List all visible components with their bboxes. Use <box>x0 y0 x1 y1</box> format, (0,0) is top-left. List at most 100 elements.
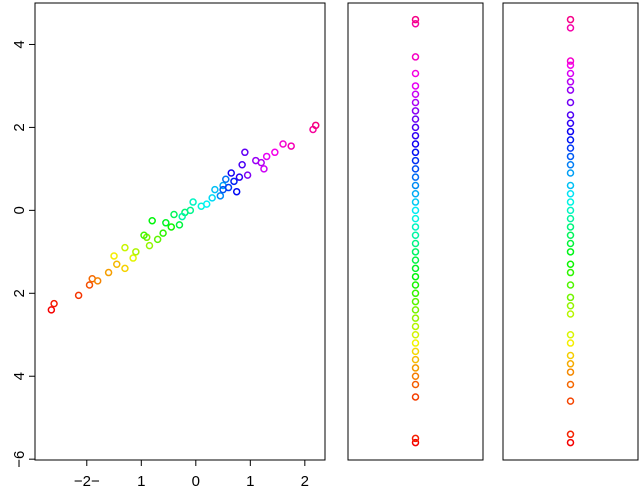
point <box>216 192 225 200</box>
point <box>411 347 420 356</box>
point <box>411 289 420 298</box>
point <box>47 306 56 314</box>
point <box>175 221 184 229</box>
point <box>566 351 575 360</box>
point <box>566 198 575 206</box>
point <box>148 216 156 225</box>
point <box>50 299 58 308</box>
point <box>566 98 575 107</box>
point <box>140 231 148 239</box>
panel-frame <box>34 2 326 461</box>
point <box>411 98 420 107</box>
point <box>566 15 575 24</box>
point <box>238 160 246 169</box>
point <box>167 223 176 231</box>
point <box>566 339 575 347</box>
point <box>566 239 575 248</box>
point <box>566 190 575 198</box>
point <box>186 206 195 215</box>
point <box>566 281 575 289</box>
point <box>566 119 575 128</box>
point <box>208 194 216 202</box>
point <box>411 297 420 306</box>
point <box>566 438 575 447</box>
point <box>566 152 575 161</box>
point <box>241 148 249 157</box>
point <box>566 360 575 368</box>
point <box>566 231 575 239</box>
y-tick-label: 0 <box>11 206 28 214</box>
point <box>411 198 420 206</box>
point <box>170 210 178 219</box>
point <box>411 206 420 215</box>
point <box>132 248 140 256</box>
point <box>411 223 420 231</box>
point <box>566 260 575 269</box>
y-tick-label: 2 <box>11 289 28 297</box>
point <box>411 331 420 339</box>
point <box>189 198 197 206</box>
point <box>93 277 102 285</box>
point <box>411 306 420 314</box>
point <box>121 243 129 252</box>
point <box>411 231 420 239</box>
point <box>153 235 162 244</box>
point <box>121 264 129 273</box>
point <box>411 90 420 98</box>
point <box>566 69 575 78</box>
point <box>566 248 575 256</box>
point <box>411 264 420 273</box>
point <box>224 183 233 192</box>
point <box>85 281 94 289</box>
point <box>411 364 420 372</box>
point <box>411 148 420 157</box>
point <box>411 53 420 61</box>
point <box>159 229 167 237</box>
point <box>566 368 575 376</box>
point <box>566 301 575 310</box>
point <box>411 248 420 256</box>
point <box>178 212 186 221</box>
panel-frame <box>347 2 484 461</box>
point <box>232 187 241 196</box>
point <box>411 372 420 380</box>
point <box>411 19 420 28</box>
point <box>566 181 575 190</box>
point <box>411 69 420 78</box>
point <box>311 121 320 130</box>
point <box>411 272 420 281</box>
x-tick-label: 2 <box>301 473 309 490</box>
point <box>411 314 420 322</box>
y-tick-label: 4 <box>11 40 28 48</box>
point <box>287 142 295 150</box>
point <box>566 86 575 94</box>
point <box>411 339 420 347</box>
point <box>566 430 575 439</box>
point <box>411 15 420 24</box>
point <box>411 380 420 389</box>
point <box>411 256 420 264</box>
point <box>566 293 575 302</box>
point <box>566 397 575 405</box>
point <box>230 177 238 186</box>
point <box>411 156 420 165</box>
point <box>566 78 575 86</box>
point <box>129 254 137 262</box>
point <box>566 310 575 318</box>
y-tick-label: 2 <box>11 123 28 131</box>
point <box>566 24 575 32</box>
point <box>211 185 219 194</box>
point <box>222 175 230 183</box>
x-tick-label: −2− <box>74 473 100 490</box>
point <box>411 355 420 364</box>
y-tick-label: 4 <box>11 372 28 380</box>
point <box>411 115 420 123</box>
point <box>411 239 420 248</box>
panel-frame <box>502 2 639 461</box>
point <box>243 171 252 179</box>
point <box>566 206 575 215</box>
point <box>411 181 420 190</box>
point <box>411 281 420 289</box>
point <box>257 158 265 167</box>
point <box>262 152 271 161</box>
